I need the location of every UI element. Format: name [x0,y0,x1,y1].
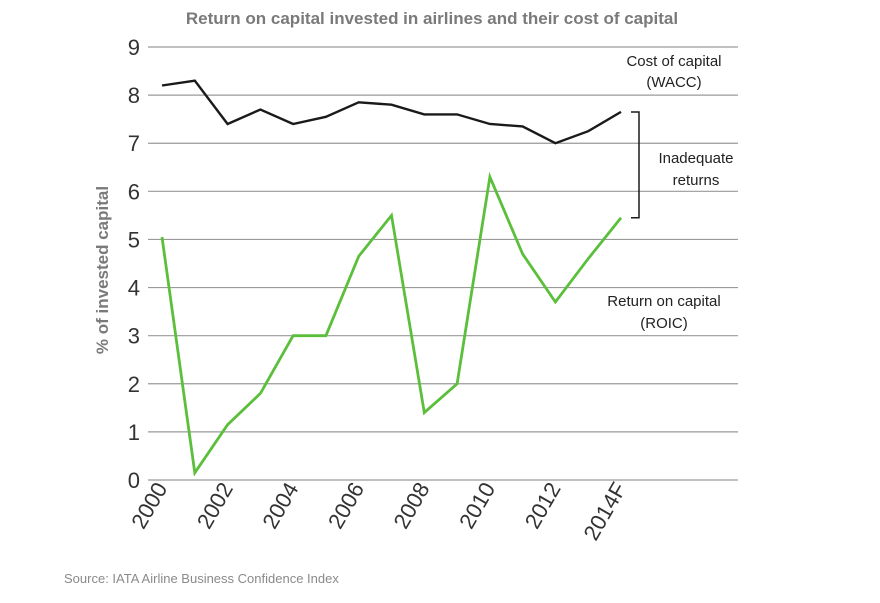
roic-label-line-1: Return on capital [607,293,720,310]
wacc-label-line-2: (WACC) [646,74,701,91]
roic-label-line-2: (ROIC) [640,315,688,332]
inadequate-returns-line-2: returns [673,172,720,189]
inadequate-returns-bracket [631,111,640,219]
y-tick-label: 6 [128,179,140,204]
chart-title: Return on capital invested in airlines a… [186,9,678,28]
y-tick-label: 5 [128,227,140,252]
x-tick-label: 2014F [578,478,631,545]
series-labels: Cost of capital (WACC) Return on capital… [607,53,733,332]
inadequate-returns-line-1: Inadequate [658,150,733,167]
wacc-label-line-1: Cost of capital [626,53,721,70]
source-note: Source: IATA Airline Business Confidence… [64,571,339,586]
y-tick-label: 2 [128,372,140,397]
grid [148,46,738,481]
x-tick-label: 2006 [323,478,369,533]
bracket-path [631,111,640,219]
wacc-line [161,79,622,145]
y-tick-label: 9 [128,35,140,60]
y-tick-label: 7 [128,131,140,156]
x-tick-label: 2002 [192,478,238,533]
y-tick-label: 1 [128,420,140,445]
x-tick-label: 2004 [257,478,303,533]
series-lines [160,79,623,477]
y-tick-label: 3 [128,324,140,349]
y-tick-label: 0 [128,468,140,493]
x-tick-label: 2010 [454,478,500,533]
y-tick-label: 8 [128,83,140,108]
x-ticks: 2000 2002 2004 2006 2008 2010 2012 2014F [126,478,631,545]
y-axis-label: % of invested capital [93,186,112,354]
y-ticks: 0 1 2 3 4 5 6 7 8 9 [128,35,140,493]
roic-line [160,171,623,477]
x-tick-label: 2012 [520,478,566,533]
x-tick-label: 2008 [388,478,434,533]
y-tick-label: 4 [128,276,140,301]
